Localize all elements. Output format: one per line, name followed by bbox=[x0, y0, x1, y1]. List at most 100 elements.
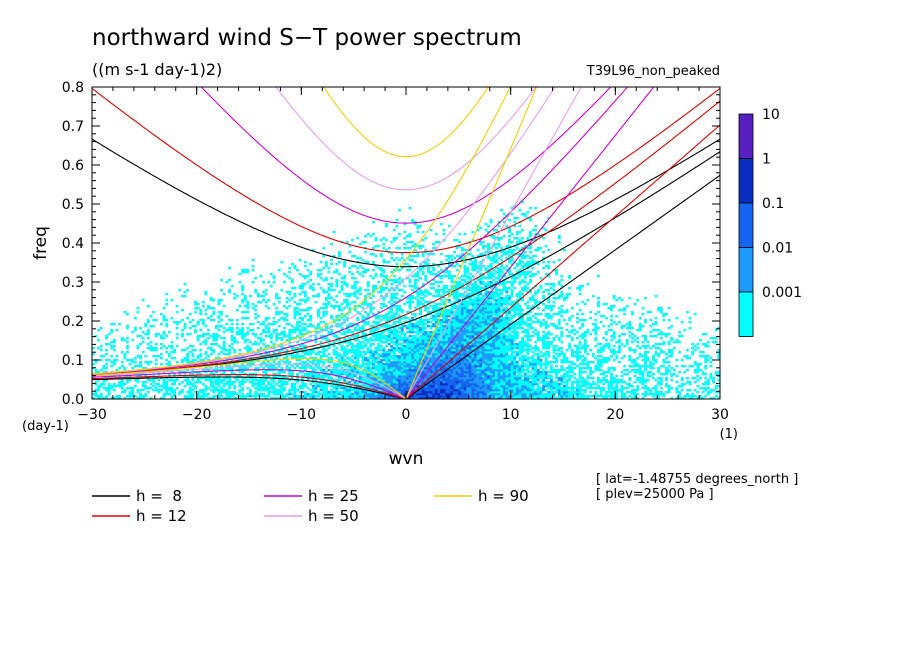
heatmap-cell bbox=[293, 313, 302, 316]
heatmap-cell bbox=[330, 397, 336, 400]
heatmap-cell bbox=[458, 367, 464, 370]
heatmap-cell bbox=[591, 381, 595, 384]
heatmap-cell bbox=[487, 385, 490, 388]
heatmap-cell bbox=[544, 359, 548, 362]
heatmap-cell bbox=[361, 385, 370, 388]
heatmap-cell bbox=[552, 297, 561, 300]
heatmap-cell bbox=[230, 339, 237, 342]
heatmap-cell bbox=[495, 277, 501, 280]
heatmap-cell bbox=[513, 373, 517, 376]
heatmap-cell bbox=[466, 283, 477, 286]
heatmap-cell bbox=[670, 339, 674, 342]
heatmap-cell bbox=[309, 389, 318, 392]
heatmap-cell bbox=[165, 299, 169, 302]
heatmap-cell bbox=[348, 307, 352, 310]
heatmap-cell bbox=[283, 281, 286, 284]
heatmap-cell bbox=[403, 303, 407, 306]
heatmap-cell bbox=[560, 389, 569, 392]
heatmap-cell bbox=[471, 307, 483, 310]
heatmap-cell bbox=[387, 355, 396, 358]
heatmap-cell bbox=[353, 381, 357, 384]
heatmap-cell bbox=[280, 347, 286, 350]
heatmap-cell bbox=[293, 315, 297, 318]
heatmap-cell bbox=[578, 341, 582, 344]
heatmap-cell bbox=[335, 295, 339, 298]
heatmap-cell bbox=[492, 357, 514, 360]
heatmap-cell bbox=[638, 373, 645, 376]
heatmap-cell bbox=[249, 381, 255, 384]
chart-units: ((m s-1 day-1)2) bbox=[92, 60, 222, 79]
heatmap-cell bbox=[531, 305, 535, 308]
heatmap-cell bbox=[343, 293, 357, 296]
heatmap-cell bbox=[372, 365, 388, 368]
heatmap-cell bbox=[463, 335, 467, 338]
heatmap-cell bbox=[220, 279, 224, 282]
heatmap-cell bbox=[251, 303, 255, 306]
heatmap-cell bbox=[586, 353, 590, 356]
heatmap-cell bbox=[500, 397, 504, 400]
heatmap-cell bbox=[209, 381, 224, 384]
heatmap-cell bbox=[557, 383, 561, 386]
heatmap-cell bbox=[395, 309, 404, 312]
heatmap-cell bbox=[241, 269, 250, 272]
heatmap-cell bbox=[589, 373, 593, 376]
heatmap-cell bbox=[162, 333, 166, 336]
heatmap-cell bbox=[680, 379, 684, 382]
heatmap-cell bbox=[296, 375, 299, 378]
heatmap-cell bbox=[416, 333, 420, 336]
heatmap-cell bbox=[460, 253, 464, 256]
heatmap-cell bbox=[343, 301, 349, 304]
heatmap-cell bbox=[529, 279, 532, 282]
heatmap-cell bbox=[146, 391, 150, 394]
heatmap-cell bbox=[183, 327, 187, 330]
heatmap-cell bbox=[392, 383, 396, 386]
heatmap-cell bbox=[534, 345, 538, 348]
heatmap-cell bbox=[437, 285, 441, 288]
heatmap-cell bbox=[340, 393, 352, 396]
heatmap-cell bbox=[322, 369, 326, 372]
heatmap-cell bbox=[369, 325, 375, 328]
heatmap-cell bbox=[353, 385, 357, 388]
heatmap-cell bbox=[529, 231, 532, 234]
heatmap-cell bbox=[665, 369, 671, 372]
heatmap-cell bbox=[353, 309, 357, 312]
heatmap-cell bbox=[406, 311, 412, 314]
heatmap-cell bbox=[510, 213, 514, 216]
heatmap-cell bbox=[411, 347, 415, 350]
heatmap-cell bbox=[419, 329, 422, 332]
heatmap-cell bbox=[194, 391, 205, 394]
heatmap-cell bbox=[144, 361, 153, 364]
heatmap-cell bbox=[445, 393, 454, 396]
heatmap-cell bbox=[434, 281, 443, 284]
heatmap-cell bbox=[296, 377, 299, 380]
heatmap-cell bbox=[442, 395, 446, 398]
heatmap-cell bbox=[395, 367, 404, 370]
heatmap-cell bbox=[497, 381, 501, 384]
heatmap-cell bbox=[510, 305, 522, 308]
heatmap-cell bbox=[382, 377, 407, 380]
heatmap-cell bbox=[175, 345, 179, 348]
heatmap-cell bbox=[338, 361, 349, 364]
heatmap-cell bbox=[440, 315, 446, 318]
heatmap-cell bbox=[419, 335, 428, 338]
heatmap-cell bbox=[364, 289, 370, 292]
heatmap-cell bbox=[536, 387, 543, 390]
heatmap-cell bbox=[215, 383, 221, 386]
heatmap-cell bbox=[497, 269, 504, 272]
heatmap-cell bbox=[502, 335, 506, 338]
heatmap-cell bbox=[437, 321, 443, 324]
heatmap-cell bbox=[693, 361, 697, 364]
heatmap-cell bbox=[186, 391, 192, 394]
heatmap-cell bbox=[133, 317, 137, 320]
heatmap-cell bbox=[348, 337, 352, 340]
heatmap-cell bbox=[372, 221, 375, 224]
heatmap-cell bbox=[390, 315, 396, 318]
heatmap-cell bbox=[445, 323, 464, 326]
heatmap-cell bbox=[322, 313, 328, 316]
heatmap-cell bbox=[207, 337, 210, 340]
heatmap-cell bbox=[112, 383, 116, 386]
heatmap-cell bbox=[484, 289, 488, 292]
heatmap-cell bbox=[633, 371, 645, 374]
heatmap-cell bbox=[460, 385, 472, 388]
heatmap-cell bbox=[686, 357, 692, 360]
